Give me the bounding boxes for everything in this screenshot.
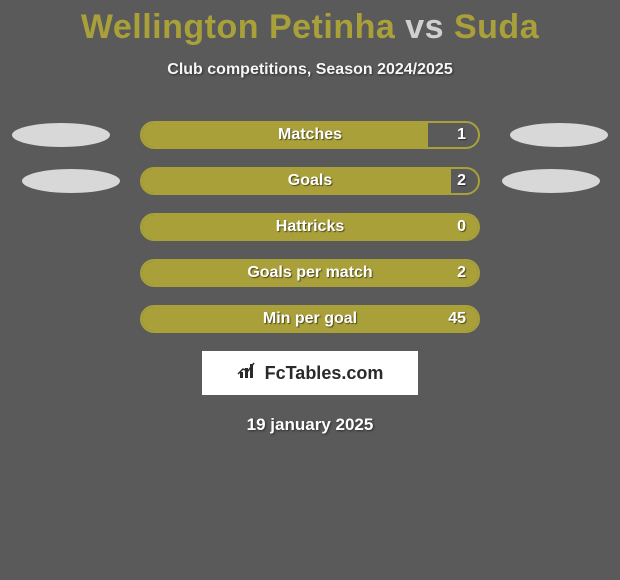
stat-value: 1	[457, 126, 466, 144]
brand-text: FcTables.com	[265, 363, 384, 384]
stat-bar: Hattricks 0	[140, 213, 480, 241]
stat-value: 2	[457, 264, 466, 282]
comparison-card: Wellington Petinha vs Suda Club competit…	[0, 0, 620, 580]
subtitle: Club competitions, Season 2024/2025	[0, 61, 620, 79]
right-player-photo-placeholder	[510, 123, 608, 147]
title-part: vs	[395, 8, 454, 46]
brand-box: FcTables.com	[202, 351, 418, 395]
title-part: Wellington Petinha	[81, 8, 395, 46]
stat-rows: Matches 1 Goals 2 Hattricks 0 Goals per match 2…	[0, 121, 620, 333]
stat-label: Goals	[288, 172, 332, 190]
left-player-photo-placeholder	[22, 169, 120, 193]
right-player-photo-placeholder	[502, 169, 600, 193]
stat-label: Hattricks	[276, 218, 344, 236]
page-title: Wellington Petinha vs Suda	[0, 0, 620, 47]
stat-value: 0	[457, 218, 466, 236]
stat-row: Goals per match 2	[0, 259, 620, 287]
stat-bar: Matches 1	[140, 121, 480, 149]
stat-bar: Min per goal 45	[140, 305, 480, 333]
title-part: Suda	[454, 8, 539, 46]
stat-label: Goals per match	[247, 264, 372, 282]
stat-row: Min per goal 45	[0, 305, 620, 333]
stat-bar: Goals 2	[140, 167, 480, 195]
left-player-photo-placeholder	[12, 123, 110, 147]
stat-bar: Goals per match 2	[140, 259, 480, 287]
bar-chart-icon	[237, 362, 259, 385]
date-text: 19 january 2025	[0, 415, 620, 435]
stat-value: 2	[457, 172, 466, 190]
stat-value: 45	[448, 310, 466, 328]
stat-label: Matches	[278, 126, 342, 144]
stat-row: Hattricks 0	[0, 213, 620, 241]
stat-label: Min per goal	[263, 310, 357, 328]
